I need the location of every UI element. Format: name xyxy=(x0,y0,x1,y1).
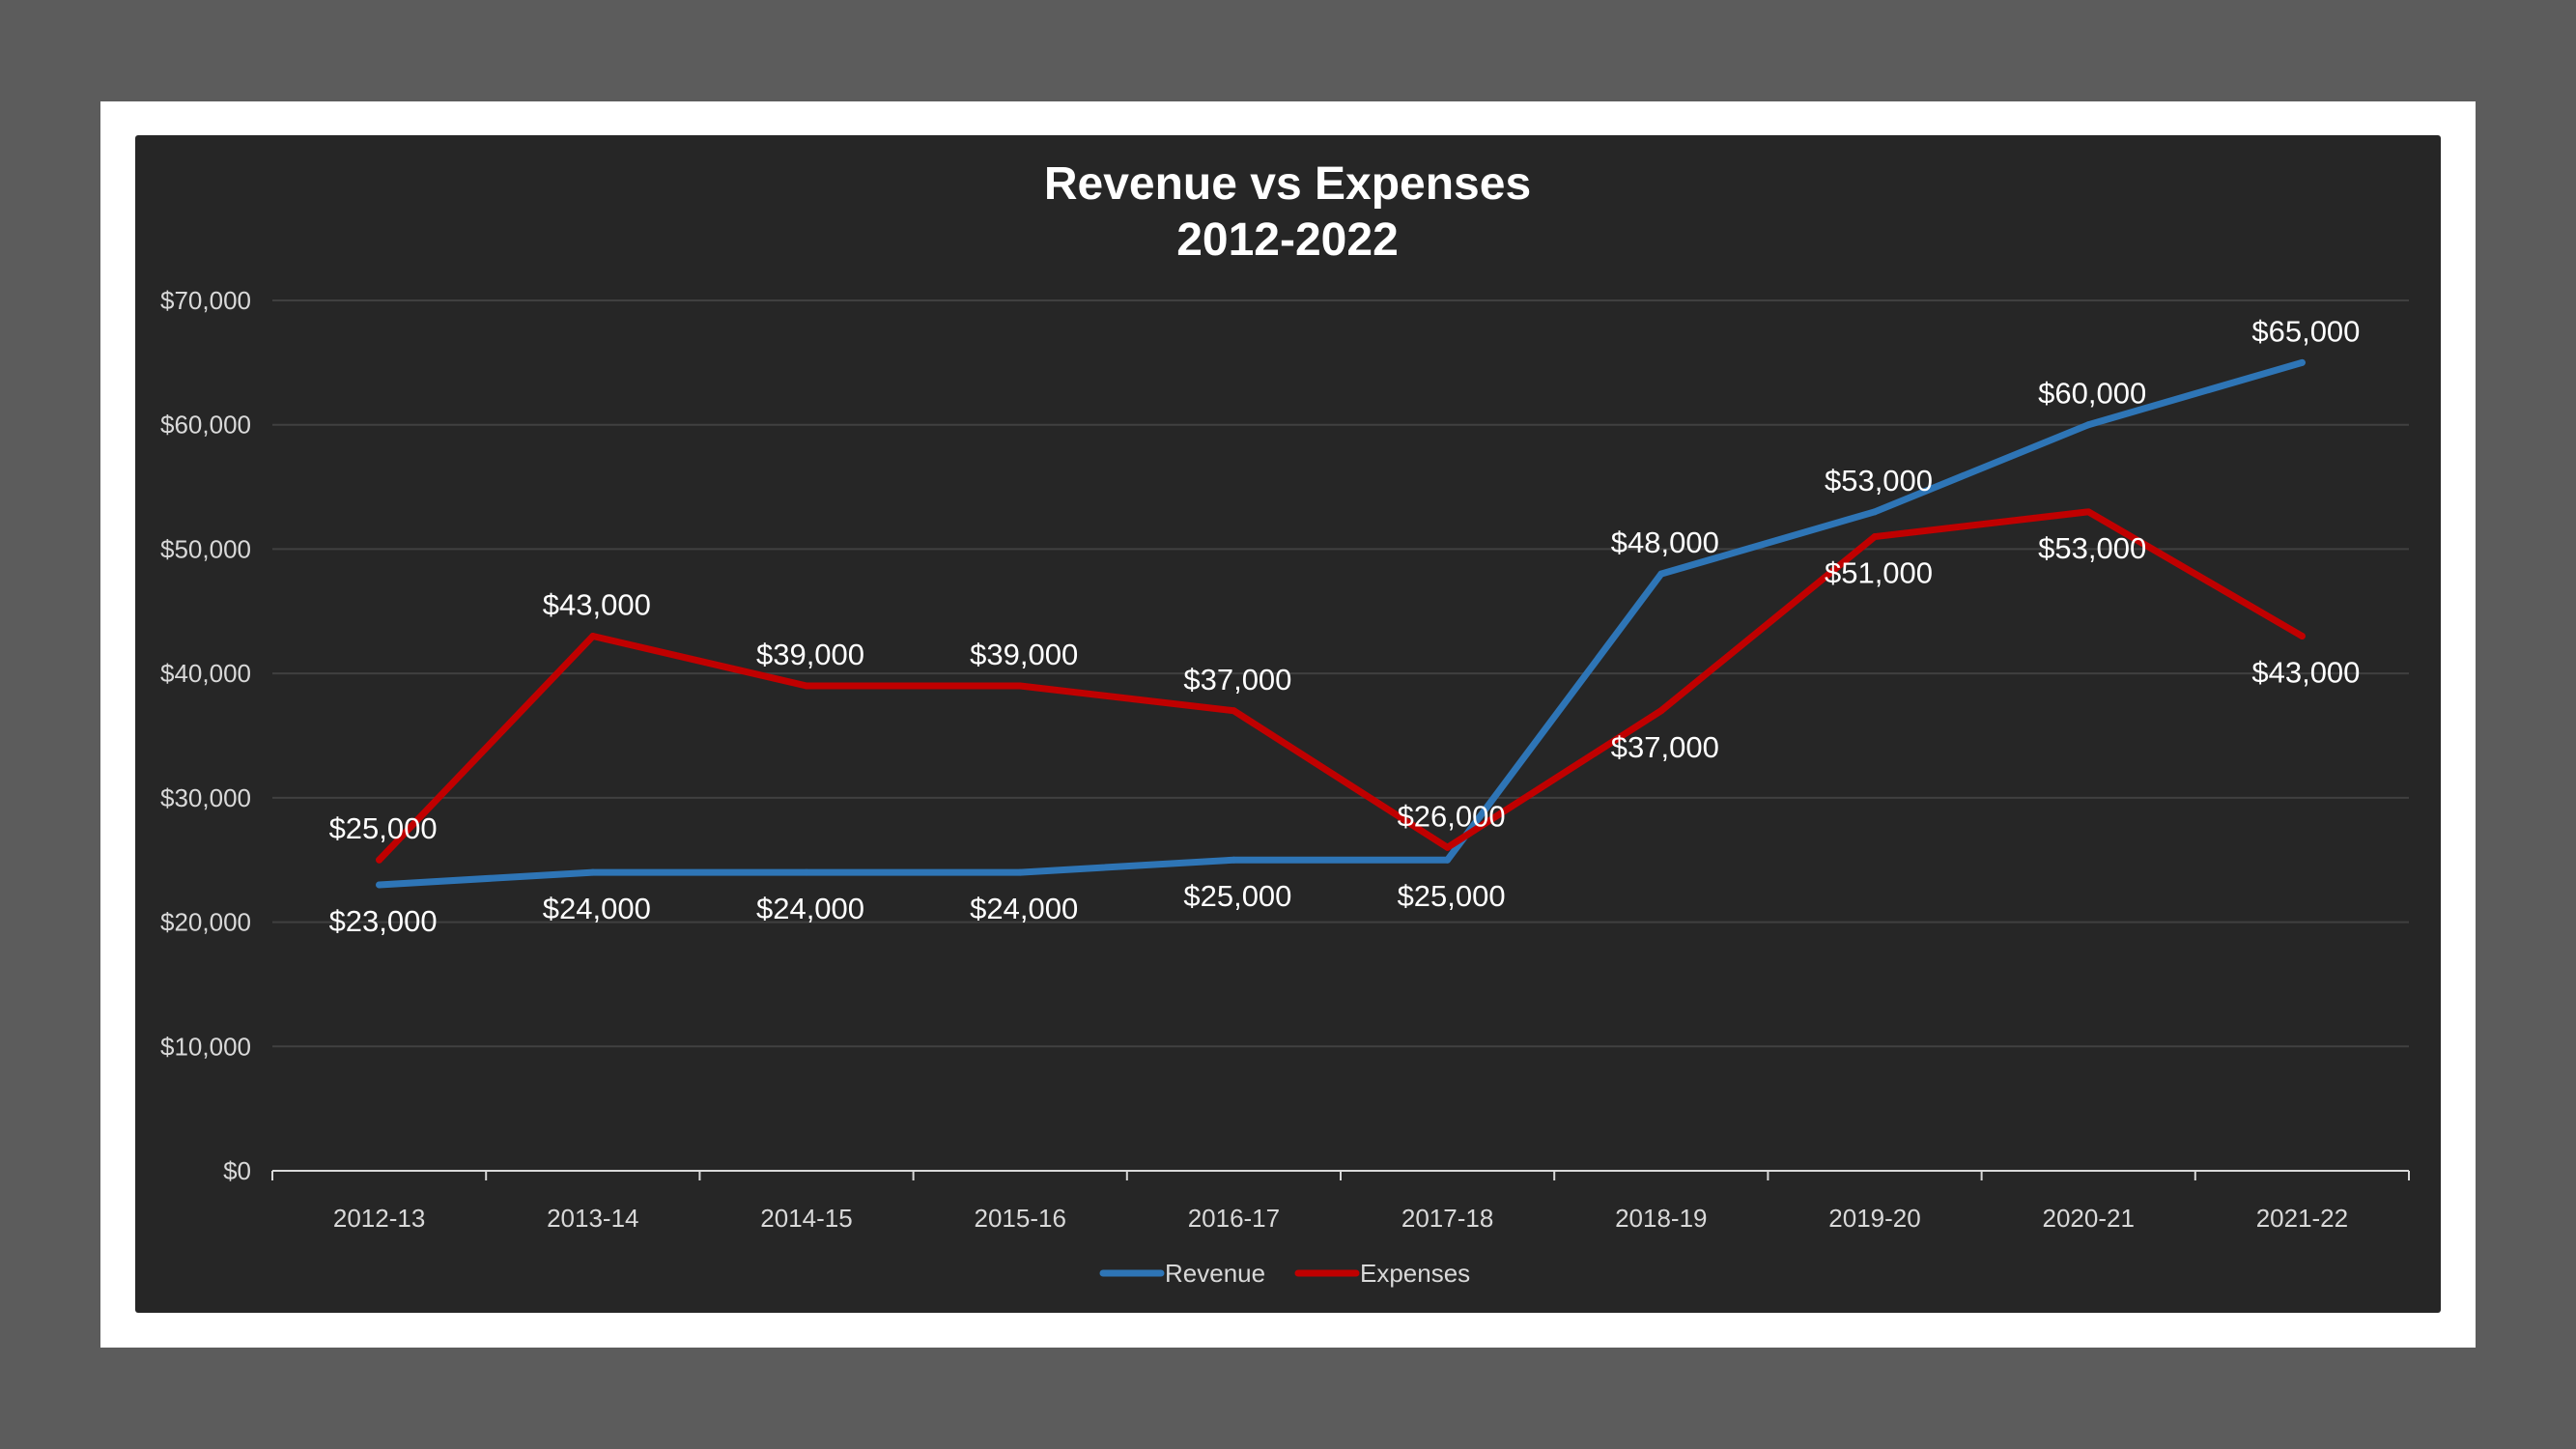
data-point-expenses xyxy=(1016,682,1024,690)
data-point-revenue xyxy=(2298,358,2306,366)
y-tick-label: $70,000 xyxy=(160,286,251,315)
x-tick-label: 2021-22 xyxy=(2256,1204,2348,1233)
data-label-revenue: $24,000 xyxy=(543,892,651,925)
y-axis: $0 $10,000 $20,000 $30,000 $40,000 $50,000 $60… xyxy=(160,286,251,1185)
chart-frame xyxy=(100,101,2476,1348)
data-point-expenses xyxy=(1230,707,1237,715)
gridlines xyxy=(272,299,2409,1048)
y-tick-label: $60,000 xyxy=(160,411,251,440)
data-label-expenses: $39,000 xyxy=(756,638,864,671)
data-point-revenue xyxy=(376,881,383,889)
x-tick-label: 2015-16 xyxy=(974,1204,1065,1233)
data-label-expenses: $26,000 xyxy=(1398,799,1506,833)
chart-title-line-1: Revenue vs Expenses xyxy=(1044,158,1531,210)
data-label-revenue: $60,000 xyxy=(2038,377,2146,411)
y-tick-label: $20,000 xyxy=(160,908,251,937)
chart-area xyxy=(135,135,2441,1313)
data-label-revenue: $65,000 xyxy=(2251,314,2360,348)
data-label-revenue: $24,000 xyxy=(756,892,864,925)
y-tick-label: $50,000 xyxy=(160,534,251,563)
data-label-revenue: $25,000 xyxy=(1183,879,1291,913)
data-point-expenses xyxy=(2084,508,2092,516)
y-tick-label: $0 xyxy=(223,1156,251,1185)
data-point-revenue xyxy=(589,868,597,876)
x-tick-label: 2019-20 xyxy=(1828,1204,1920,1233)
x-tick-label: 2016-17 xyxy=(1188,1204,1280,1233)
data-point-expenses xyxy=(376,856,383,864)
x-axis xyxy=(271,1170,2410,1180)
data-point-revenue xyxy=(1657,570,1665,578)
data-point-revenue xyxy=(803,868,810,876)
data-point-revenue xyxy=(1871,508,1879,516)
x-axis-labels: 2012-13 2013-14 2014-15 2015-16 2016-17 2017-… xyxy=(333,1204,2348,1233)
data-point-expenses xyxy=(1444,843,1452,851)
data-label-expenses: $53,000 xyxy=(2038,531,2146,565)
x-tick-label: 2013-14 xyxy=(547,1204,638,1233)
data-label-expenses: $25,000 xyxy=(329,811,438,845)
data-label-revenue: $48,000 xyxy=(1611,526,1719,559)
data-point-revenue xyxy=(1016,868,1024,876)
data-point-expenses xyxy=(589,633,597,640)
data-label-revenue: $24,000 xyxy=(970,892,1078,925)
data-label-expenses: $37,000 xyxy=(1183,663,1291,696)
data-point-expenses xyxy=(2298,633,2306,640)
data-label-expenses: $51,000 xyxy=(1825,556,1933,590)
data-label-expenses: $43,000 xyxy=(2251,656,2360,690)
data-label-expenses: $43,000 xyxy=(543,588,651,622)
data-point-expenses xyxy=(1657,707,1665,715)
data-labels: $23,000 $24,000 $24,000 $24,000 $25,000 $25,0… xyxy=(329,314,2361,938)
y-tick-label: $40,000 xyxy=(160,659,251,688)
data-label-expenses: $39,000 xyxy=(970,638,1078,671)
data-label-revenue: $53,000 xyxy=(1825,464,1933,497)
x-tick-label: 2012-13 xyxy=(333,1204,425,1233)
legend: Revenue Expenses xyxy=(1099,1259,1470,1288)
data-point-expenses xyxy=(1871,533,1879,541)
x-tick-label: 2018-19 xyxy=(1615,1204,1707,1233)
y-tick-label: $30,000 xyxy=(160,783,251,812)
legend-label-expenses: Expenses xyxy=(1360,1259,1470,1288)
data-label-revenue: $25,000 xyxy=(1398,879,1506,913)
data-point-revenue xyxy=(1444,856,1452,864)
series-line-expenses xyxy=(376,508,2306,864)
x-tick-label: 2020-21 xyxy=(2042,1204,2134,1233)
series-lines xyxy=(376,358,2306,889)
chart-title: Revenue vs Expenses 2012-2022 xyxy=(1044,158,1531,266)
x-tick-label: 2014-15 xyxy=(760,1204,852,1233)
data-point-revenue xyxy=(2084,421,2092,429)
data-label-revenue: $23,000 xyxy=(329,904,438,938)
legend-label-revenue: Revenue xyxy=(1165,1259,1265,1288)
data-point-expenses xyxy=(803,682,810,690)
x-tick-label: 2017-18 xyxy=(1401,1204,1493,1233)
data-label-expenses: $37,000 xyxy=(1611,730,1719,764)
chart-title-line-2: 2012-2022 xyxy=(1176,214,1399,266)
y-tick-label: $10,000 xyxy=(160,1032,251,1061)
data-point-revenue xyxy=(1230,856,1237,864)
series-line-revenue xyxy=(376,358,2306,889)
